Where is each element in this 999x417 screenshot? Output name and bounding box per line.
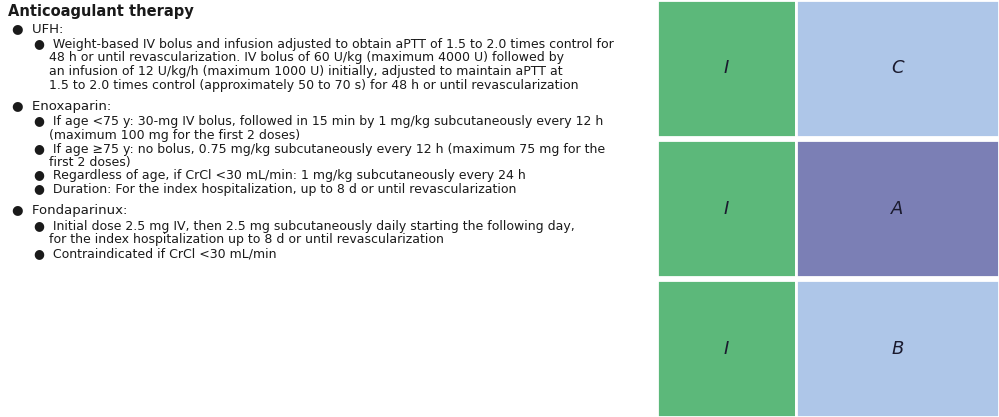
Text: ●  UFH:: ● UFH: [12, 23, 63, 35]
Text: ●  Regardless of age, if CrCl <30 mL/min: 1 mg/kg subcutaneously every 24 h: ● Regardless of age, if CrCl <30 mL/min:… [34, 169, 525, 183]
Text: ●  Contraindicated if CrCl <30 mL/min: ● Contraindicated if CrCl <30 mL/min [34, 247, 277, 260]
Text: ●  Enoxaparin:: ● Enoxaparin: [12, 100, 111, 113]
Text: ●  If age <75 y: 30-mg IV bolus, followed in 15 min by 1 mg/kg subcutaneously ev: ● If age <75 y: 30-mg IV bolus, followed… [34, 116, 603, 128]
Text: I: I [724, 339, 729, 358]
Text: ●  Weight-based IV bolus and infusion adjusted to obtain aPTT of 1.5 to 2.0 time: ● Weight-based IV bolus and infusion adj… [34, 38, 614, 51]
Text: 48 h or until revascularization. IV bolus of 60 U/kg (maximum 4000 U) followed b: 48 h or until revascularization. IV bolu… [49, 52, 564, 65]
Text: B: B [891, 339, 903, 358]
Text: Anticoagulant therapy: Anticoagulant therapy [8, 4, 194, 19]
Text: first 2 doses): first 2 doses) [49, 156, 131, 169]
Bar [796, 0, 999, 137]
Text: ●  Fondaparinux:: ● Fondaparinux: [12, 204, 127, 218]
Text: (maximum 100 mg for the first 2 doses): (maximum 100 mg for the first 2 doses) [49, 129, 301, 142]
Text: ●  Initial dose 2.5 mg IV, then 2.5 mg subcutaneously daily starting the followi: ● Initial dose 2.5 mg IV, then 2.5 mg su… [34, 220, 575, 233]
Bar [657, 280, 796, 417]
Text: A: A [891, 199, 903, 218]
Bar [796, 280, 999, 417]
Text: I: I [724, 199, 729, 218]
Bar [657, 140, 796, 277]
Bar [657, 0, 796, 137]
Text: for the index hospitalization up to 8 d or until revascularization: for the index hospitalization up to 8 d … [49, 234, 445, 246]
Text: C: C [891, 59, 904, 78]
Text: I: I [724, 59, 729, 78]
Text: ●  If age ≥75 y: no bolus, 0.75 mg/kg subcutaneously every 12 h (maximum 75 mg f: ● If age ≥75 y: no bolus, 0.75 mg/kg sub… [34, 143, 605, 156]
Bar [796, 140, 999, 277]
Text: 1.5 to 2.0 times control (approximately 50 to 70 s) for 48 h or until revascular: 1.5 to 2.0 times control (approximately … [49, 78, 578, 91]
Text: an infusion of 12 U/kg/h (maximum 1000 U) initially, adjusted to maintain aPTT a: an infusion of 12 U/kg/h (maximum 1000 U… [49, 65, 562, 78]
Text: ●  Duration: For the index hospitalization, up to 8 d or until revascularization: ● Duration: For the index hospitalizatio… [34, 183, 516, 196]
